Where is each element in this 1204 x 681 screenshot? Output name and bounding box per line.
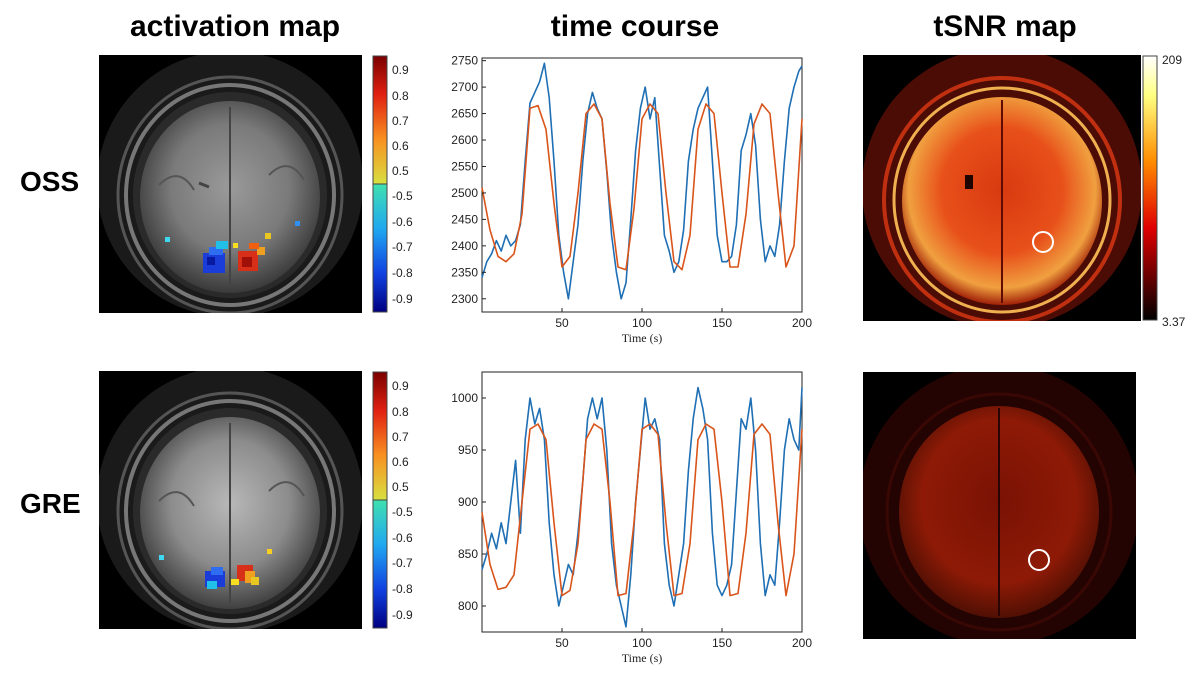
activation-cluster-negative xyxy=(165,221,300,273)
row-label-oss: OSS xyxy=(20,166,80,197)
cb-tick: -0.9 xyxy=(392,608,413,622)
tsnr-min-label: 3.37 xyxy=(1162,315,1186,329)
cb-tick: -0.5 xyxy=(392,189,413,203)
oss-tsnr-colorbar: 209 3.37 xyxy=(1142,53,1186,329)
row-label-gre: GRE xyxy=(20,488,81,519)
y-tick-label: 2700 xyxy=(451,80,478,94)
cb-tick: 0.5 xyxy=(392,480,409,494)
gre-activation-colorbar: 0.9 0.8 0.7 0.6 0.5 -0.5 -0.6 -0.7 -0.8 … xyxy=(372,371,413,629)
oss-activation-map xyxy=(99,55,362,313)
roi-circle xyxy=(1028,549,1050,571)
activation-cluster-positive xyxy=(231,549,272,585)
x-tick-label: 50 xyxy=(555,316,569,330)
y-tick-label: 2350 xyxy=(451,265,478,279)
cb-tick: 0.6 xyxy=(392,455,409,469)
tsnr-max-label: 209 xyxy=(1162,53,1182,67)
time-course-title: time course xyxy=(550,10,720,43)
cb-tick: 0.6 xyxy=(392,139,409,153)
y-tick-label: 2300 xyxy=(451,292,478,306)
roi-circle xyxy=(1032,231,1054,253)
cb-tick: 0.8 xyxy=(392,405,409,419)
cb-tick: -0.6 xyxy=(392,531,413,545)
series-line-model xyxy=(481,103,803,271)
y-tick-label: 2750 xyxy=(451,54,478,68)
oss-activation-colorbar: 0.9 0.8 0.7 0.6 0.5 -0.5 -0.6 -0.7 -0.8 … xyxy=(372,55,413,313)
y-tick-label: 2650 xyxy=(451,107,478,121)
gre-activation-map xyxy=(99,371,362,629)
activation-cluster-negative xyxy=(159,555,225,589)
series-line-model xyxy=(481,423,803,597)
x-tick-label: 200 xyxy=(792,636,812,650)
activation-cluster-positive xyxy=(233,233,271,271)
oss-time-course-chart: 2300 2350 2400 2450 2500 2550 2600 2650 2700 2750… xyxy=(451,54,812,345)
oss-tsnr-map xyxy=(863,55,1141,321)
cb-tick: -0.5 xyxy=(392,505,413,519)
cb-tick: 0.9 xyxy=(392,63,409,77)
cb-tick: -0.8 xyxy=(392,266,413,280)
y-tick-label: 2550 xyxy=(451,159,478,173)
cb-tick: -0.6 xyxy=(392,215,413,229)
series-line-measured xyxy=(481,62,803,300)
x-tick-label: 50 xyxy=(555,636,569,650)
cb-tick: -0.7 xyxy=(392,556,413,570)
y-tick-label: 850 xyxy=(458,547,478,561)
x-tick-label: 150 xyxy=(712,636,732,650)
x-tick-label: 100 xyxy=(632,636,652,650)
cb-tick: 0.8 xyxy=(392,89,409,103)
tsnr-map-title: tSNR map xyxy=(933,10,1077,43)
x-tick-label: 200 xyxy=(792,316,812,330)
cb-tick: -0.8 xyxy=(392,582,413,596)
cb-tick: 0.5 xyxy=(392,164,409,178)
cb-tick: 0.9 xyxy=(392,379,409,393)
y-tick-label: 2450 xyxy=(451,212,478,226)
y-tick-label: 950 xyxy=(458,443,478,457)
cb-tick: -0.9 xyxy=(392,292,413,306)
y-tick-label: 2400 xyxy=(451,239,478,253)
y-tick-label: 800 xyxy=(458,599,478,613)
gre-time-course-chart: 800 850 900 950 1000 50 100 150 200 Time (s) xyxy=(451,371,812,665)
cb-tick: 0.7 xyxy=(392,430,409,444)
series-line-measured xyxy=(481,386,803,628)
x-tick-label: 100 xyxy=(632,316,652,330)
x-axis-label: Time (s) xyxy=(622,651,663,665)
y-tick-label: 2600 xyxy=(451,133,478,147)
x-tick-label: 150 xyxy=(712,316,732,330)
y-tick-label: 2500 xyxy=(451,186,478,200)
y-tick-label: 900 xyxy=(458,495,478,509)
cb-tick: 0.7 xyxy=(392,114,409,128)
plot-area xyxy=(481,57,803,313)
x-axis-label: Time (s) xyxy=(622,331,663,345)
activation-map-title: activation map xyxy=(129,10,341,43)
plot-area xyxy=(481,371,803,633)
y-tick-label: 1000 xyxy=(451,391,478,405)
gre-tsnr-map xyxy=(863,372,1136,639)
cb-tick: -0.7 xyxy=(392,240,413,254)
